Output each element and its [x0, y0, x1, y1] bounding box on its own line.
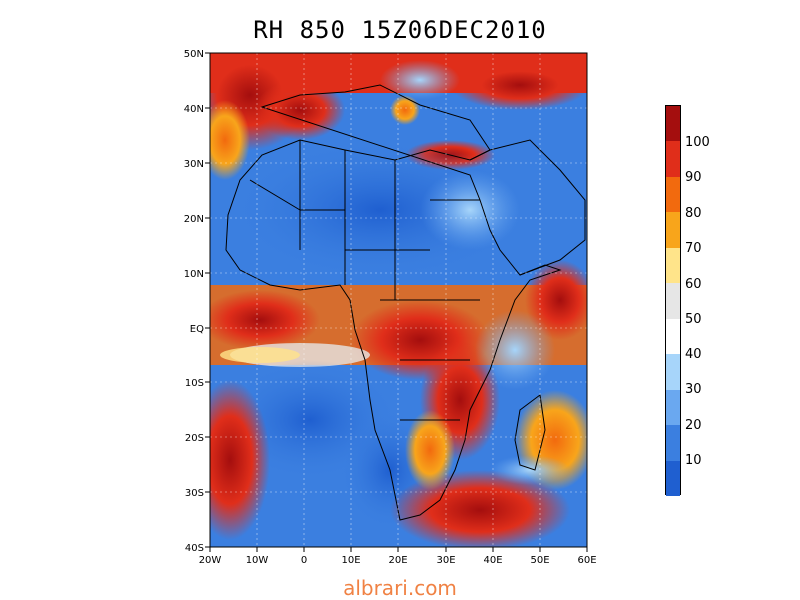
colorbar-segment [666, 354, 680, 390]
lat-label: 20N [184, 214, 204, 225]
colorbar-segment [666, 141, 680, 177]
colorbar-segment [666, 248, 680, 283]
lon-label: 50E [530, 555, 549, 566]
lon-label: 20E [388, 555, 407, 566]
colorbar-segment [666, 461, 680, 496]
lon-label: 20W [199, 555, 222, 566]
colorbar-segment [666, 390, 680, 425]
colorbar-segment [666, 283, 680, 319]
colorbar-label: 90 [685, 170, 702, 185]
lat-label: 30N [184, 159, 204, 170]
humidity-field [210, 53, 587, 547]
lon-label: 10E [341, 555, 360, 566]
lon-label: 30E [436, 555, 455, 566]
colorbar-label: 60 [685, 277, 702, 292]
lat-label: 30S [185, 488, 204, 499]
colorbar-segment [666, 425, 680, 461]
colorbar-label: 70 [685, 241, 702, 256]
colorbar-segment [666, 106, 680, 141]
lat-label: 50N [184, 49, 204, 60]
coastlines [225, 84, 586, 521]
colorbar-label: 10 [685, 453, 702, 468]
colorbar-label: 30 [685, 382, 702, 397]
colorbar-label: 100 [685, 135, 710, 150]
lon-label: 10W [246, 555, 269, 566]
colorbar-label: 40 [685, 347, 702, 362]
map-title: RH 850 15Z06DEC2010 [253, 16, 547, 44]
colorbar-segment [666, 212, 680, 248]
lon-label: 40E [483, 555, 502, 566]
lon-label: 0 [301, 555, 307, 566]
colorbar [665, 105, 681, 496]
colorbar-label: 80 [685, 206, 702, 221]
colorbar-segment [666, 319, 680, 354]
lat-label: 10S [185, 378, 204, 389]
gridlines [210, 53, 587, 547]
lat-label: 20S [185, 433, 204, 444]
watermark: albrari.com [343, 576, 457, 600]
colorbar-label: 50 [685, 312, 702, 327]
lat-label: EQ [190, 324, 204, 335]
colorbar-label: 20 [685, 418, 702, 433]
lon-label: 60E [577, 555, 596, 566]
lat-label: 40S [185, 543, 204, 554]
lat-label: 10N [184, 269, 204, 280]
lat-label: 40N [184, 104, 204, 115]
colorbar-segment [666, 177, 680, 212]
